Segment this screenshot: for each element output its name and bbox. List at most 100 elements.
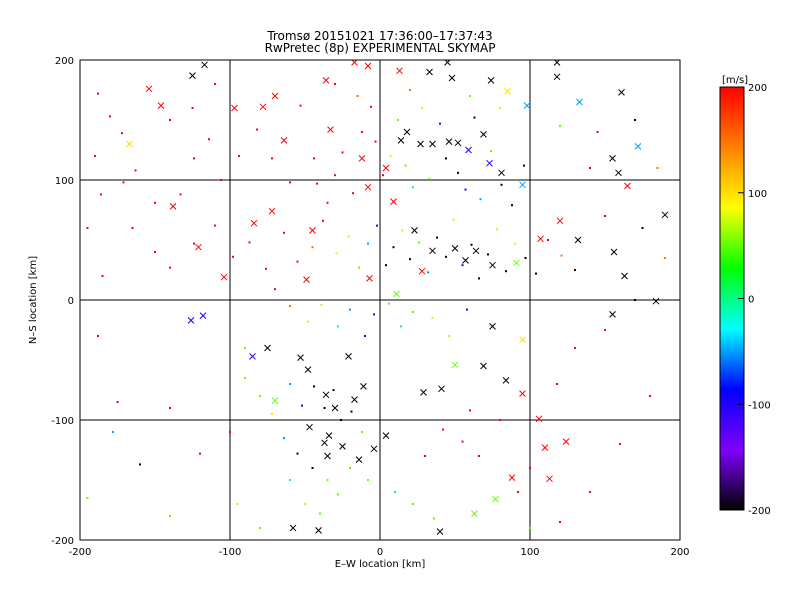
y-tick-label: 100 <box>55 176 74 187</box>
x-tick-label: 100 <box>520 547 539 558</box>
cross-point <box>382 164 390 172</box>
cross-point <box>471 510 478 517</box>
cross-point <box>621 272 628 280</box>
dot-point <box>244 377 246 379</box>
dot-point <box>556 383 558 385</box>
cross-point <box>390 198 397 205</box>
dot-point <box>304 503 306 505</box>
cross-point <box>576 98 583 106</box>
cross-point <box>610 248 618 256</box>
y-tick-labels: -200 -100 0 100 200 <box>51 56 74 547</box>
cross-point <box>418 267 426 275</box>
cross-point <box>448 74 456 82</box>
dot-point <box>469 95 471 97</box>
dot-point <box>361 131 363 133</box>
dot-point <box>311 467 314 469</box>
cross-point <box>480 362 487 370</box>
cross-point <box>315 527 322 534</box>
dot-point <box>86 497 89 499</box>
dot-point <box>574 269 576 271</box>
cross-point <box>502 377 510 384</box>
dot-point <box>401 229 404 232</box>
dot-point <box>208 138 210 141</box>
cross-point <box>303 276 310 283</box>
dot-point <box>452 218 455 221</box>
chart-title: Tromsø 20151021 17:36:00–17:37:43 <box>266 29 492 43</box>
x-tick-labels: -200 -100 0 100 200 <box>69 547 690 558</box>
dot-point <box>265 267 267 270</box>
dot-point <box>619 443 621 445</box>
x-tick-label: -100 <box>219 547 242 558</box>
cross-point <box>574 236 582 244</box>
dot-point <box>139 463 141 466</box>
cross-point <box>451 245 459 252</box>
dot-point <box>529 467 531 469</box>
cross-point <box>462 257 469 264</box>
dot-point <box>473 116 476 119</box>
cross-point <box>661 211 669 219</box>
dot-point <box>337 493 339 496</box>
cross-point <box>519 390 526 397</box>
cross-point <box>403 128 411 136</box>
dot-point <box>319 512 321 515</box>
dot-point <box>134 169 137 172</box>
cross-point <box>220 273 228 281</box>
dot-point <box>349 467 351 469</box>
cross-point <box>553 73 561 81</box>
cross-point <box>358 155 366 162</box>
cross-point <box>297 354 304 361</box>
dot-point <box>634 299 636 301</box>
dot-point <box>461 440 464 443</box>
dot-point <box>461 264 464 267</box>
dot-point <box>299 104 302 107</box>
y-tick-label: -200 <box>51 536 74 547</box>
dot-point <box>193 157 195 160</box>
dot-point <box>322 219 324 222</box>
cross-point <box>271 397 279 405</box>
colorbar: [m/s] 200 100 0 -100 -200 <box>719 75 771 517</box>
cross-point <box>259 103 267 111</box>
dot-point <box>424 455 426 457</box>
dot-point <box>259 395 261 397</box>
cross-point <box>304 366 312 373</box>
dot-point <box>421 107 423 109</box>
cross-point <box>306 423 313 431</box>
dot-point <box>436 236 438 239</box>
cross-point <box>426 68 433 76</box>
dot-point <box>356 95 359 97</box>
cross-point <box>280 137 288 144</box>
cross-point <box>396 67 403 75</box>
dot-point <box>523 164 525 167</box>
cross-point <box>264 344 271 352</box>
dot-point <box>535 272 537 275</box>
dot-point <box>238 155 240 157</box>
dot-point <box>169 515 171 517</box>
dot-point <box>214 83 216 85</box>
dot-point <box>514 242 516 245</box>
cross-point <box>231 104 238 112</box>
cross-point <box>537 235 544 243</box>
dot-point <box>191 107 194 109</box>
cross-point <box>429 140 436 148</box>
cross-point <box>382 432 390 439</box>
dot-point <box>101 275 104 277</box>
cross-point <box>438 385 445 393</box>
dot-point <box>431 317 434 319</box>
dot-point <box>641 227 644 229</box>
cross-point <box>498 169 505 177</box>
dot-point <box>326 479 329 481</box>
dot-point <box>367 242 369 245</box>
dot-point <box>656 167 659 169</box>
dot-point <box>428 177 431 180</box>
cross-point <box>562 438 570 445</box>
dot-point <box>445 157 447 160</box>
cross-point <box>556 217 564 225</box>
cross-point <box>615 169 622 177</box>
dot-point <box>131 227 134 229</box>
cross-point <box>480 131 487 138</box>
dot-point <box>604 215 606 217</box>
x-tick-label: 200 <box>670 547 689 558</box>
dot-point <box>364 335 366 337</box>
cross-point <box>309 227 316 234</box>
dot-point <box>499 107 501 109</box>
